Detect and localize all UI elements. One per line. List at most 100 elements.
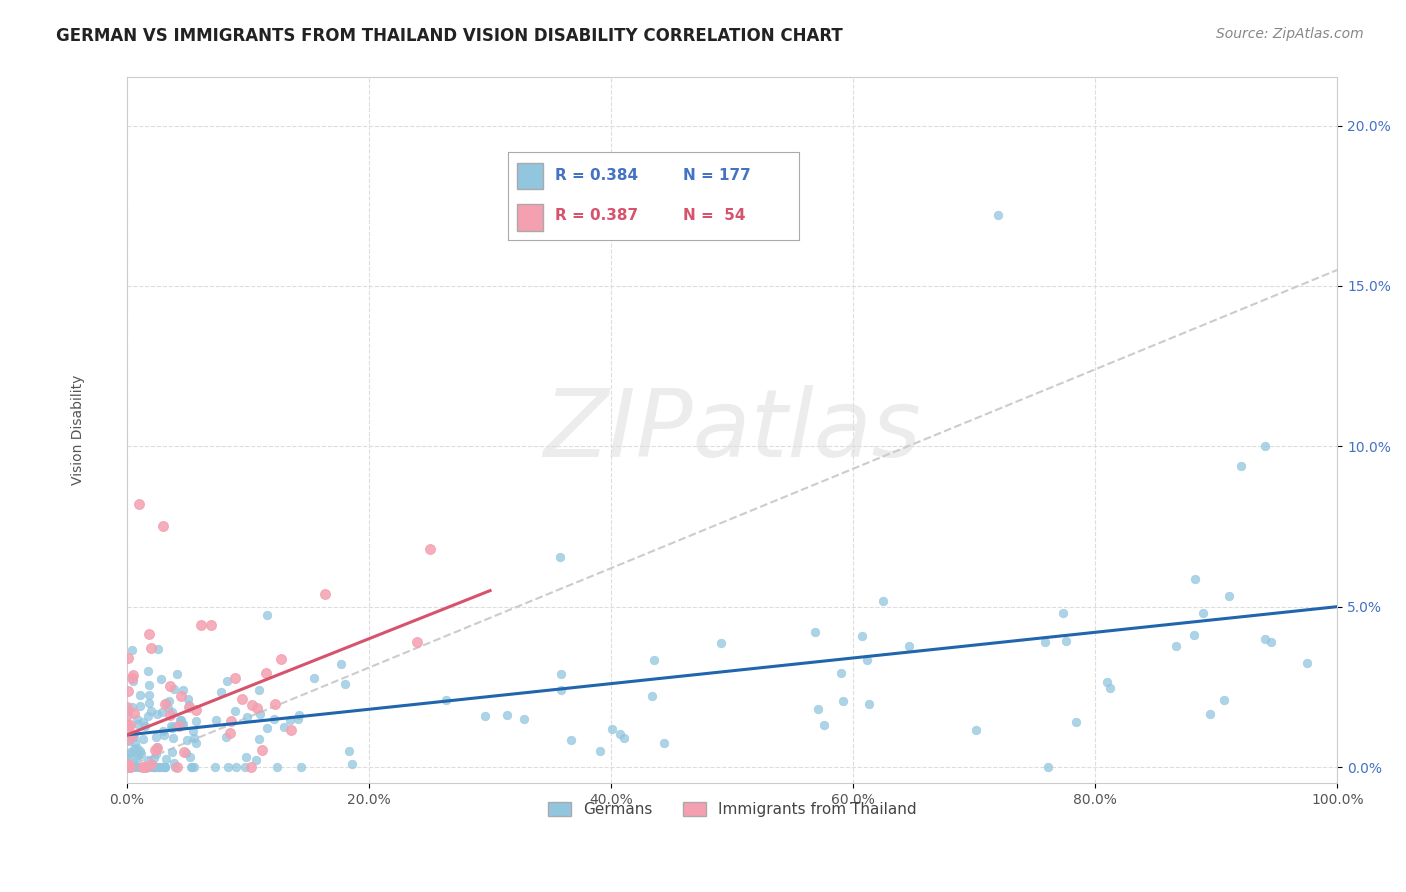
Point — [135, 760, 157, 774]
Point — [1212, 692, 1234, 706]
Point — [124, 760, 146, 774]
Point — [474, 708, 496, 723]
Point — [118, 760, 141, 774]
Point — [190, 617, 212, 632]
Point — [142, 760, 165, 774]
Point — [148, 760, 170, 774]
Point — [330, 657, 353, 672]
Point — [804, 624, 827, 639]
Point — [641, 689, 664, 703]
Point — [1054, 633, 1077, 648]
Point — [115, 760, 138, 774]
Point — [548, 549, 571, 564]
Point — [1164, 640, 1187, 654]
Point — [1038, 760, 1060, 774]
Point — [165, 719, 187, 733]
Point — [290, 760, 312, 774]
Point — [1182, 628, 1205, 642]
Point — [830, 665, 852, 680]
Point — [1033, 634, 1056, 648]
Point — [120, 760, 142, 774]
Point — [166, 667, 188, 681]
Text: GERMAN VS IMMIGRANTS FROM THAILAND VISION DISABILITY CORRELATION CHART: GERMAN VS IMMIGRANTS FROM THAILAND VISIO… — [56, 27, 844, 45]
Point — [146, 741, 169, 756]
Point — [131, 760, 153, 774]
Point — [138, 688, 160, 702]
Point — [170, 714, 193, 728]
Point — [143, 760, 166, 774]
Point — [1260, 634, 1282, 648]
Point — [987, 208, 1010, 222]
Point — [406, 634, 429, 648]
Point — [145, 747, 167, 761]
Point — [806, 702, 828, 716]
Point — [155, 696, 177, 710]
Point — [146, 739, 169, 754]
Point — [117, 732, 139, 747]
Point — [609, 727, 631, 741]
Point — [124, 742, 146, 756]
Point — [155, 752, 177, 766]
Point — [125, 712, 148, 726]
Point — [117, 760, 139, 774]
Point — [219, 725, 242, 739]
Point — [249, 707, 271, 722]
Point — [132, 760, 155, 774]
Point — [115, 760, 138, 774]
Point — [166, 760, 188, 774]
Text: Source: ZipAtlas.com: Source: ZipAtlas.com — [1216, 27, 1364, 41]
Point — [266, 760, 288, 774]
Point — [136, 709, 159, 723]
Point — [179, 750, 201, 764]
Point — [117, 760, 139, 774]
Point — [124, 736, 146, 750]
Point — [129, 688, 152, 702]
Point — [117, 715, 139, 730]
Point — [550, 683, 572, 698]
Point — [117, 760, 139, 774]
Point — [152, 723, 174, 738]
Text: ZIPatlas: ZIPatlas — [543, 384, 921, 475]
Point — [139, 757, 162, 772]
Point — [160, 718, 183, 732]
Y-axis label: Vision Disability: Vision Disability — [72, 375, 86, 485]
Point — [163, 756, 186, 770]
Point — [240, 698, 263, 712]
Point — [153, 697, 176, 711]
Point — [167, 718, 190, 732]
Point — [280, 723, 302, 738]
Point — [117, 756, 139, 771]
Point — [225, 760, 247, 774]
Point — [174, 746, 197, 760]
Point — [129, 747, 152, 762]
Point — [118, 717, 141, 731]
Point — [254, 666, 277, 681]
Point — [124, 730, 146, 744]
Point — [173, 745, 195, 759]
Point — [273, 721, 295, 735]
Point — [145, 707, 167, 722]
Point — [179, 699, 201, 714]
Point — [246, 700, 269, 714]
Point — [143, 760, 166, 774]
Point — [1192, 606, 1215, 620]
Point — [1066, 714, 1088, 729]
Point — [170, 716, 193, 731]
Point — [1295, 656, 1317, 670]
Point — [172, 716, 194, 731]
Point — [180, 760, 202, 774]
Point — [160, 705, 183, 719]
Point — [613, 731, 636, 745]
Point — [157, 694, 180, 708]
Point — [117, 760, 139, 774]
Legend: Germans, Immigrants from Thailand: Germans, Immigrants from Thailand — [540, 795, 924, 825]
Point — [183, 723, 205, 738]
Point — [117, 718, 139, 732]
Point — [335, 677, 357, 691]
Point — [176, 733, 198, 747]
Point — [121, 728, 143, 742]
Point — [145, 730, 167, 744]
Point — [121, 643, 143, 657]
Point — [148, 641, 170, 656]
Point — [652, 736, 675, 750]
